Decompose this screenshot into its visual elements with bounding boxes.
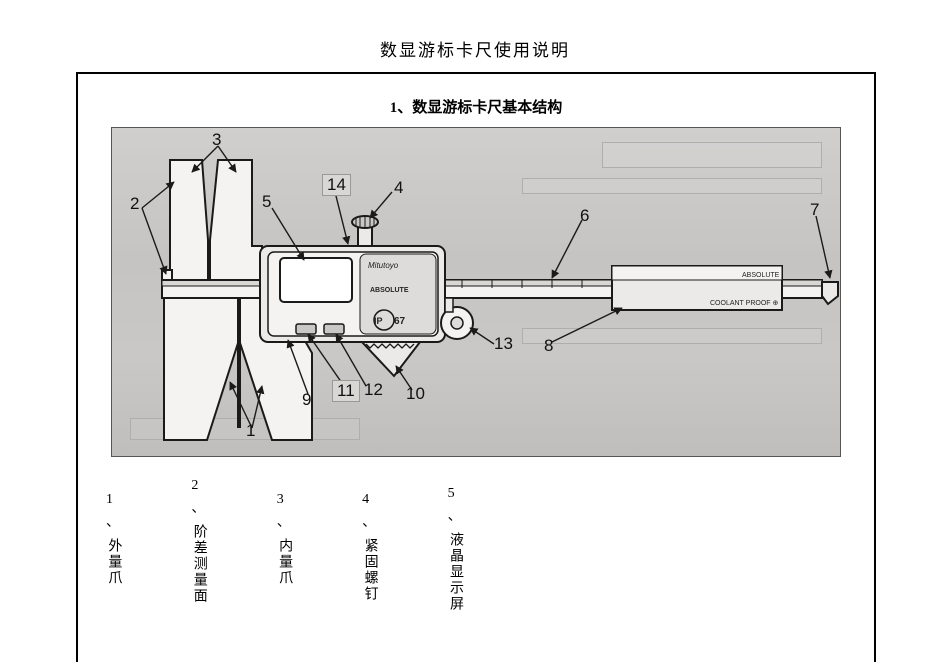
callout-2: 2 bbox=[130, 194, 139, 214]
legend-sep: 、 bbox=[191, 501, 205, 518]
legend-item: 1 、 外量爪 bbox=[106, 492, 121, 657]
legend-item: 4 、 紧固螺钉 bbox=[362, 492, 377, 657]
ip-num: 67 bbox=[394, 316, 406, 327]
legend-label: 内量爪 bbox=[277, 538, 292, 586]
caliper-diagram: ABSOLUTE COOLANT PROOF ⊕ Mitutoyo ABSOLU… bbox=[111, 127, 841, 457]
callout-9: 9 bbox=[302, 390, 311, 410]
legend-label: 紧固螺钉 bbox=[362, 538, 377, 602]
legend-sep: 、 bbox=[362, 515, 376, 532]
callout-5: 5 bbox=[262, 192, 271, 212]
legend-sep: 、 bbox=[448, 509, 462, 526]
legend-num: 5 bbox=[448, 486, 455, 503]
callout-3: 3 bbox=[212, 130, 221, 150]
legend-label: 外量爪 bbox=[106, 538, 121, 586]
coolant-label: COOLANT PROOF ⊕ bbox=[710, 300, 778, 307]
callout-4: 4 bbox=[394, 178, 403, 198]
document-frame: 1、数显游标卡尺基本结构 ABSOLUTE CO bbox=[76, 72, 876, 662]
legend: 1 、 外量爪 2 、 阶差测量面 3 、 内量爪 4 、 紧固螺钉 5 、 液… bbox=[96, 492, 856, 657]
absolute-label: ABSOLUTE bbox=[370, 287, 409, 294]
legend-item: 3 、 内量爪 bbox=[277, 492, 292, 657]
callout-7: 7 bbox=[810, 200, 819, 220]
absolute-label: ABSOLUTE bbox=[742, 272, 780, 279]
page-title: 数显游标卡尺使用说明 bbox=[0, 0, 950, 69]
legend-label: 阶差测量面 bbox=[191, 524, 206, 604]
legend-sep: 、 bbox=[106, 515, 120, 532]
callout-14: 14 bbox=[322, 174, 351, 196]
callout-13: 13 bbox=[494, 334, 513, 354]
section-heading: 1、数显游标卡尺基本结构 bbox=[78, 96, 874, 117]
legend-num: 1 bbox=[106, 492, 113, 509]
legend-num: 4 bbox=[362, 492, 369, 509]
callout-11: 11 bbox=[332, 380, 360, 402]
legend-item: 2 、 阶差测量面 bbox=[191, 478, 206, 657]
legend-item: 5 、 液晶显示屏 bbox=[448, 486, 463, 657]
legend-num: 3 bbox=[277, 492, 284, 509]
callout-6: 6 bbox=[580, 206, 589, 226]
callout-1: 1 bbox=[246, 421, 255, 441]
legend-label: 液晶显示屏 bbox=[448, 532, 463, 612]
caliper-svg: ABSOLUTE COOLANT PROOF ⊕ Mitutoyo ABSOLU… bbox=[112, 128, 841, 457]
callout-8: 8 bbox=[544, 336, 553, 356]
legend-sep: 、 bbox=[277, 515, 291, 532]
ip-label: IP bbox=[374, 316, 383, 326]
brand-logo: Mitutoyo bbox=[368, 261, 399, 270]
callout-10: 10 bbox=[406, 384, 425, 404]
legend-num: 2 bbox=[191, 478, 198, 495]
callout-12: 12 bbox=[364, 380, 383, 400]
